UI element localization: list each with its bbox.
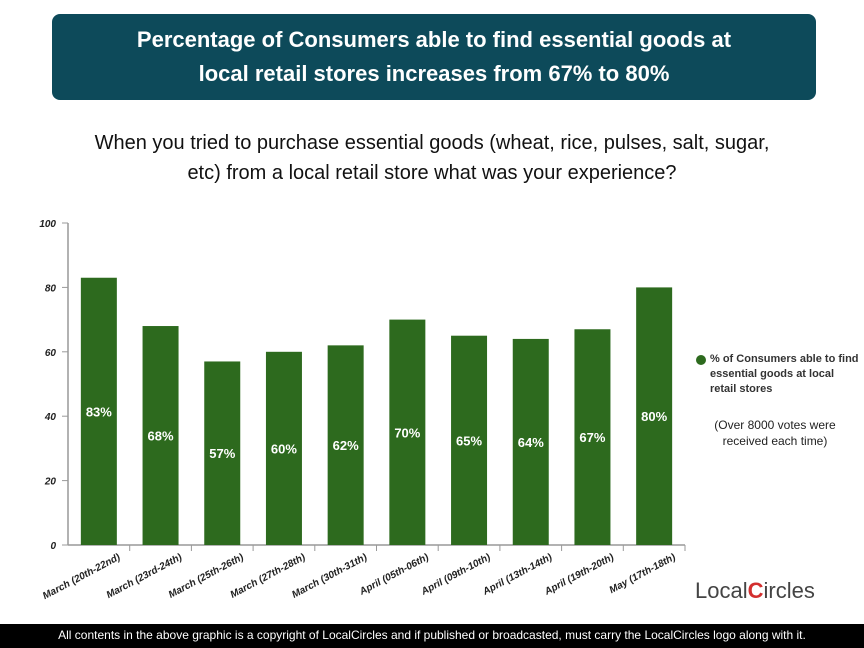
title-line-1: Percentage of Consumers able to find ess…: [136, 27, 732, 52]
y-tick-label: 0: [50, 541, 56, 552]
data-label: 80%: [641, 409, 667, 424]
data-label: 64%: [518, 435, 544, 450]
x-tick-label: April (19th-20th): [542, 552, 616, 598]
votes-note: (Over 8000 votes were received each time…: [714, 418, 836, 448]
y-tick-label: 80: [45, 283, 57, 294]
bar: [204, 361, 241, 545]
bar: [451, 335, 488, 545]
localcircles-logo: LocalCircles: [695, 578, 815, 603]
legend-marker: [696, 355, 706, 365]
bar: [327, 345, 364, 545]
data-label: 60%: [271, 441, 297, 456]
legend-label: % of Consumers able to find essential go…: [710, 353, 859, 395]
y-tick-label: 40: [44, 412, 57, 423]
data-label: 83%: [86, 404, 112, 419]
y-tick-label: 20: [44, 477, 57, 488]
data-label: 57%: [209, 446, 235, 461]
data-label: 62%: [333, 438, 359, 453]
title-banner: Percentage of Consumers able to find ess…: [52, 14, 816, 100]
y-tick-label: 60: [45, 348, 57, 359]
legend: % of Consumers able to find essential go…: [696, 352, 860, 397]
copyright-footer: All contents in the above graphic is a c…: [0, 624, 864, 648]
bar: [636, 287, 673, 545]
y-tick-label: 100: [39, 219, 56, 230]
survey-question: When you tried to purchase essential goo…: [94, 132, 770, 184]
title-line-2: local retail stores increases from 67% t…: [198, 61, 670, 86]
data-label: 67%: [579, 430, 605, 445]
data-label: 68%: [148, 429, 174, 444]
bar: [142, 326, 179, 545]
bar: [574, 329, 611, 545]
bar: [80, 277, 117, 545]
data-label: 70%: [394, 425, 420, 440]
bar: [512, 338, 549, 545]
x-tick-label: May (17th-18th): [608, 552, 679, 596]
bar: [389, 319, 426, 545]
bar: [265, 351, 302, 545]
data-label: 65%: [456, 433, 482, 448]
